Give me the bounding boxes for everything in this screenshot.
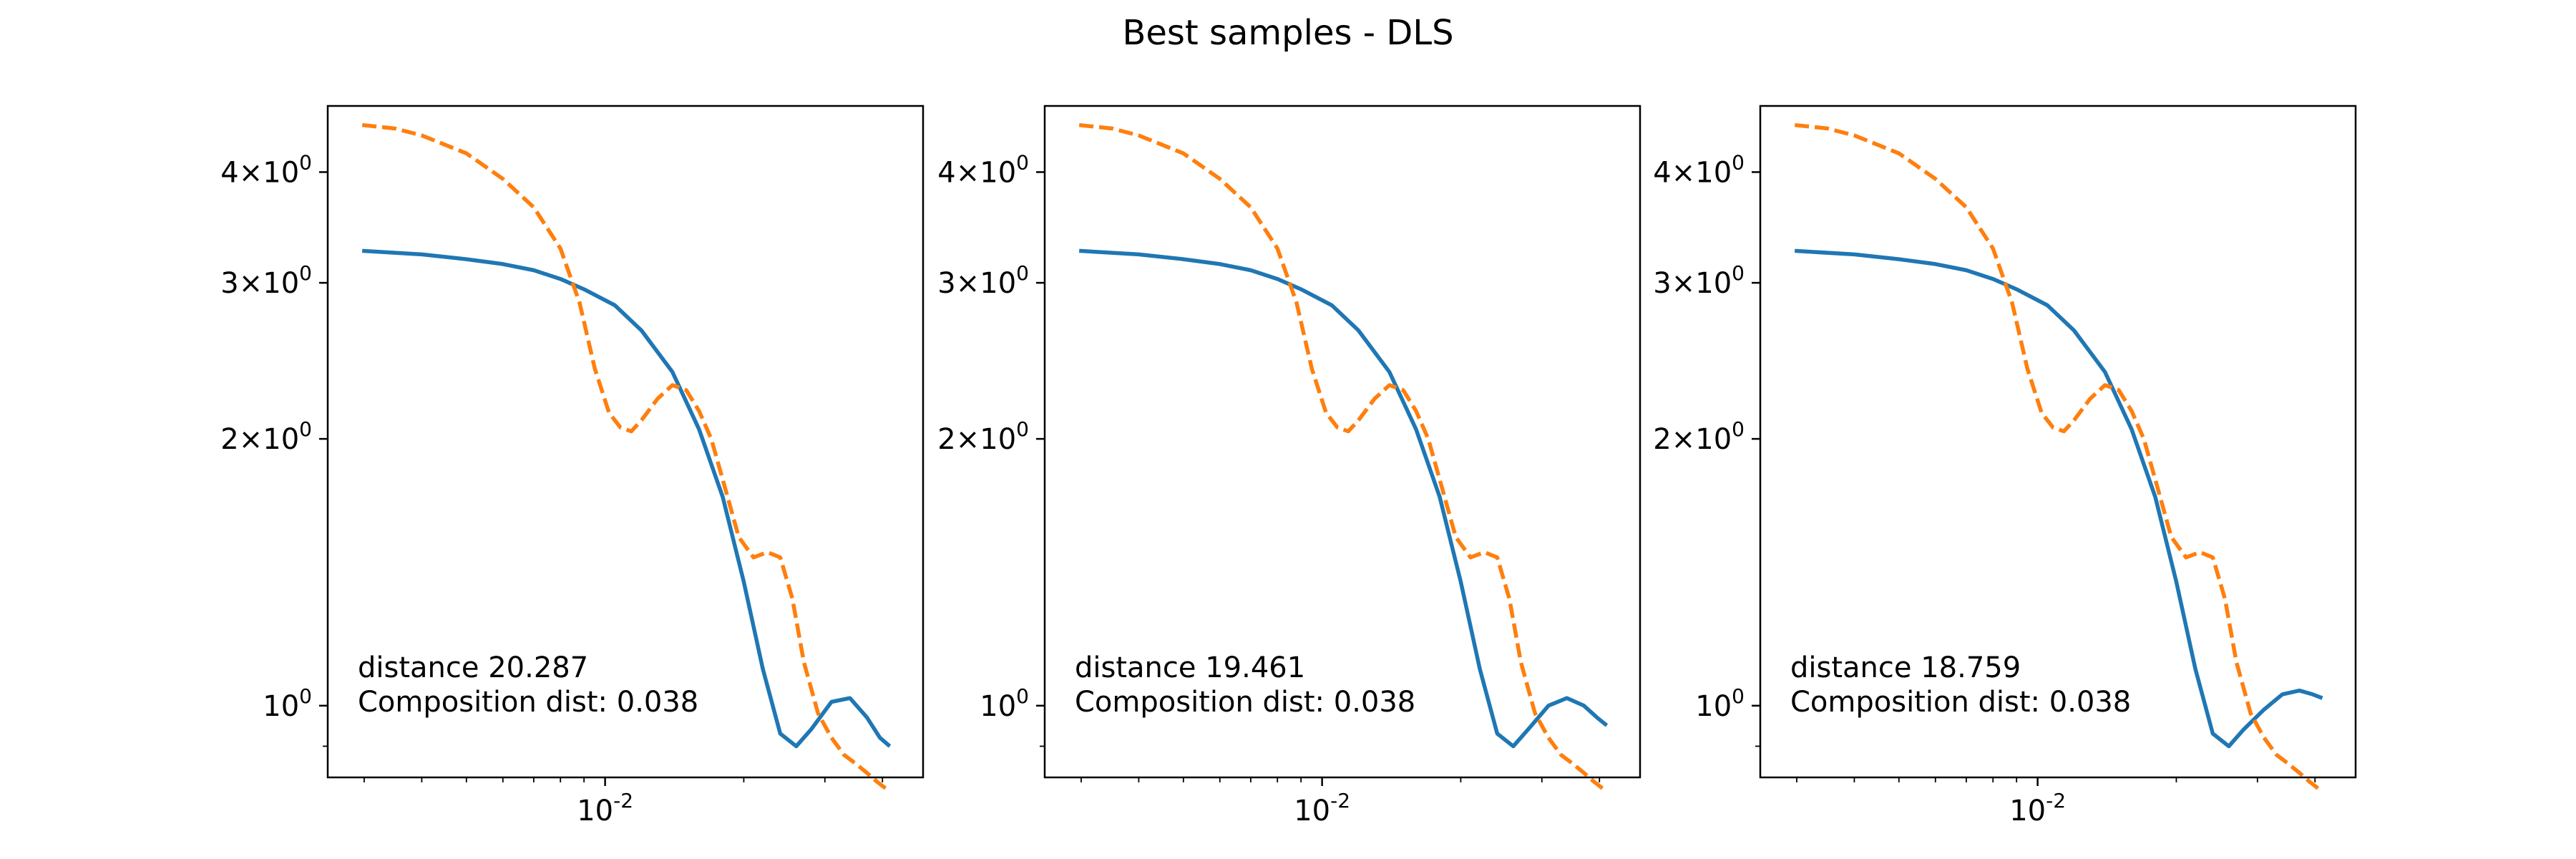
x-tick-label: 10-2 <box>577 789 633 828</box>
x-tick-label: 10-2 <box>1294 789 1350 828</box>
y-tick-label: 100 <box>980 684 1029 723</box>
chart-panel-2: 10-2 100 2×100 3×100 4×100 distance 19.461Com… <box>937 105 1641 828</box>
y-tick-label: 100 <box>263 684 312 723</box>
annotation-line-1: distance 19.461 <box>1075 651 1305 684</box>
annotation-line-2: Composition dist: 0.038 <box>1075 686 1415 719</box>
solid-series-line <box>362 248 892 749</box>
solid-series-line <box>1795 248 2323 749</box>
dashed-series-line <box>361 122 892 793</box>
annotation-line-1: distance 18.759 <box>1790 651 2021 684</box>
y-tick-label: 3×100 <box>1653 261 1745 300</box>
chart-panel-1: 10-2 100 2×100 3×100 4×100 distance 20.287Com… <box>220 105 924 828</box>
y-tick-label: 2×100 <box>220 417 312 456</box>
figure-title: Best samples - DLS <box>1122 13 1453 53</box>
axes-frame <box>1043 105 1641 779</box>
annotation-line-2: Composition dist: 0.038 <box>358 686 698 719</box>
y-tick-label: 2×100 <box>1653 417 1745 456</box>
y-tick-label: 3×100 <box>937 261 1029 300</box>
y-tick-label: 3×100 <box>220 261 312 300</box>
y-tick-label: 4×100 <box>1653 150 1745 189</box>
y-tick-label: 100 <box>1695 684 1745 723</box>
annotation-line-1: distance 20.287 <box>358 651 588 684</box>
y-tick-label: 4×100 <box>220 150 312 189</box>
solid-series-line <box>1079 248 1609 749</box>
y-tick-label: 4×100 <box>937 150 1029 189</box>
axes-frame <box>326 105 924 779</box>
x-tick-label: 10-2 <box>2009 789 2066 828</box>
y-tick-label: 2×100 <box>937 417 1029 456</box>
dashed-series-line <box>1794 122 2324 793</box>
annotation-line-2: Composition dist: 0.038 <box>1790 686 2131 719</box>
axes-frame <box>1759 105 2357 779</box>
chart-panel-3: 10-2 100 2×100 3×100 4×100 distance 18.759Com… <box>1653 105 2357 828</box>
dashed-series-line <box>1078 122 1609 793</box>
